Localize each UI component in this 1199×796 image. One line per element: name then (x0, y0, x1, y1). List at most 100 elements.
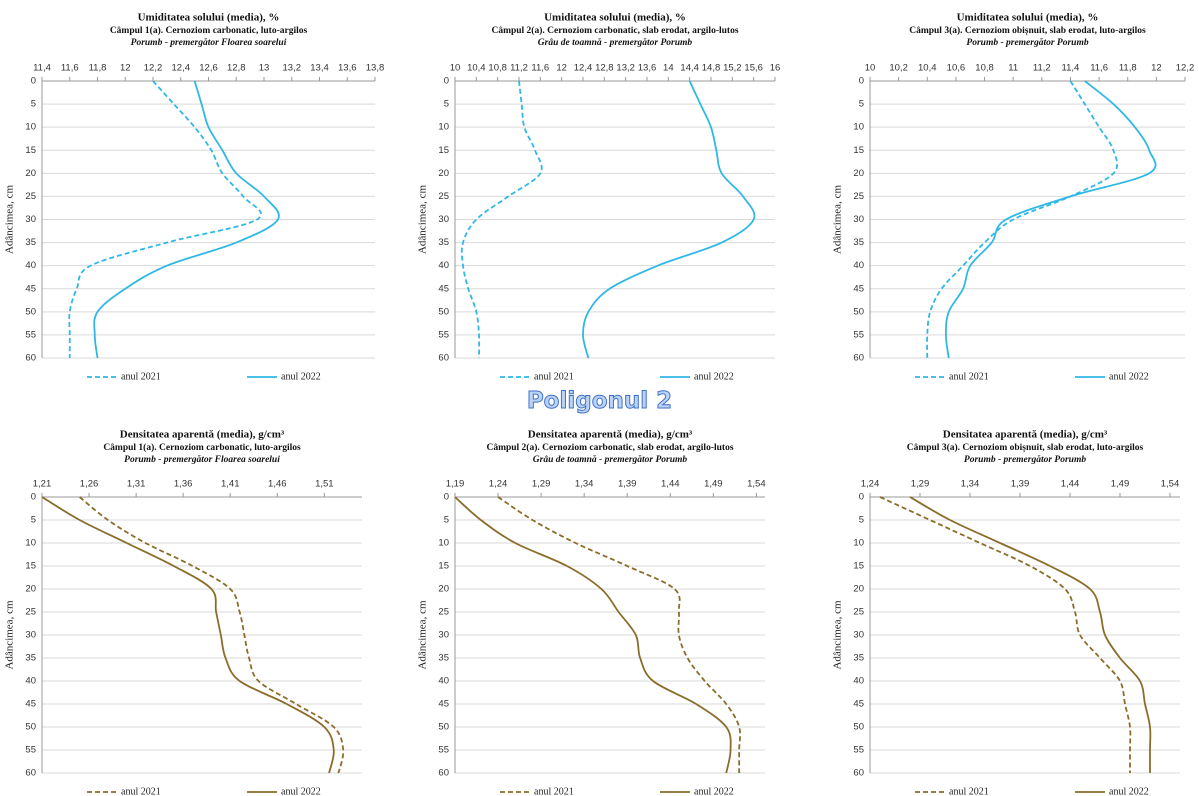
legend-label: anul 2022 (1109, 371, 1149, 382)
crop-note: Porumb - premergător Floarea soarelui (124, 455, 280, 465)
y-axis-label: Adâncimea, cm (4, 600, 16, 669)
chart-title: Umiditatea solului (media), % (138, 12, 280, 24)
series-line (926, 80, 1119, 359)
y-axis-label: Adâncimea, cm (417, 185, 429, 254)
y-tick-label: 40 (438, 676, 449, 687)
y-tick-label: 50 (853, 722, 864, 733)
y-tick-label: 35 (853, 653, 864, 664)
series-line (497, 496, 742, 773)
y-tick-label: 10 (25, 538, 36, 549)
series-line (41, 496, 335, 774)
chart-subtitle: Câmpul 1(a). Cernoziom carbonatic, luto-… (110, 25, 308, 36)
y-tick-label: 0 (444, 76, 449, 87)
series-line (460, 80, 543, 359)
crop-note: Grâu de toamnă - premergător Porumb (538, 38, 693, 48)
chart-title: Densitatea aparentă (media), g/cm³ (528, 429, 693, 441)
y-tick-label: 60 (25, 353, 36, 364)
x-tick-label: 12,2 (1176, 63, 1195, 74)
y-axis-label: Adâncimea, cm (832, 600, 844, 669)
y-axis-label: Adâncimea, cm (417, 600, 429, 669)
y-tick-label: 35 (438, 237, 449, 248)
x-tick-label: 1,44 (1061, 479, 1080, 490)
x-tick-label: 1,21 (33, 479, 52, 490)
x-tick-label: 14 (663, 63, 674, 74)
x-tick-label: 13,4 (310, 63, 329, 74)
x-tick-label: 10,4 (467, 63, 486, 74)
x-tick-label: 1,36 (174, 479, 193, 490)
x-tick-label: 1,39 (1011, 479, 1030, 490)
y-tick-label: 20 (438, 168, 449, 179)
x-tick-label: 12 (1151, 63, 1162, 74)
chart-title: Densitatea aparentă (media), g/cm³ (943, 429, 1108, 441)
series-line (944, 80, 1157, 359)
y-tick-label: 30 (25, 630, 36, 641)
y-tick-label: 35 (853, 237, 864, 248)
y-tick-label: 60 (438, 768, 449, 779)
y-tick-label: 5 (444, 99, 449, 110)
y-tick-label: 55 (438, 329, 449, 340)
y-tick-label: 40 (438, 260, 449, 271)
x-tick-label: 1,31 (127, 479, 146, 490)
y-tick-label: 45 (853, 699, 864, 710)
x-tick-label: 16 (770, 63, 781, 74)
y-tick-label: 50 (25, 306, 36, 317)
y-tick-label: 45 (438, 699, 449, 710)
x-tick-label: 1,54 (747, 479, 766, 490)
x-tick-label: 1,24 (861, 479, 880, 490)
y-tick-label: 50 (853, 306, 864, 317)
y-tick-label: 30 (438, 630, 449, 641)
x-tick-label: 11,2 (510, 63, 528, 74)
x-tick-label: 1,49 (1111, 479, 1130, 490)
x-tick-label: 14,4 (680, 63, 699, 74)
legend-label: anul 2021 (949, 786, 989, 796)
y-tick-label: 5 (859, 515, 864, 526)
x-tick-label: 1,51 (315, 479, 334, 490)
y-tick-label: 15 (853, 561, 864, 572)
x-tick-label: 12,4 (574, 63, 593, 74)
y-tick-label: 30 (853, 630, 864, 641)
y-tick-label: 55 (25, 329, 36, 340)
y-tick-label: 5 (31, 515, 36, 526)
y-tick-label: 0 (444, 492, 449, 503)
y-tick-label: 30 (853, 214, 864, 225)
x-tick-label: 11,6 (1090, 63, 1108, 74)
series-line (79, 496, 345, 774)
y-tick-label: 60 (853, 768, 864, 779)
y-tick-label: 10 (438, 122, 449, 133)
y-tick-label: 50 (438, 306, 449, 317)
chart-subtitle: Câmpul 2(a). Cernoziom carbonatic, slab … (491, 25, 738, 36)
x-tick-label: 10,4 (918, 63, 937, 74)
x-tick-label: 15,6 (744, 63, 763, 74)
crop-note: Porumb - premergător Porumb (966, 38, 1088, 48)
y-tick-label: 15 (438, 561, 449, 572)
series-line (582, 80, 756, 359)
x-tick-label: 10 (450, 63, 461, 74)
y-tick-label: 10 (438, 538, 449, 549)
x-tick-label: 14,8 (702, 63, 721, 74)
x-tick-label: 12,2 (144, 63, 163, 74)
chart-title: Densitatea aparentă (media), g/cm³ (120, 429, 285, 441)
crop-note: Porumb - premergător Floarea soarelui (131, 38, 287, 48)
y-tick-label: 15 (25, 145, 36, 156)
y-tick-label: 5 (444, 515, 449, 526)
y-tick-label: 15 (853, 145, 864, 156)
series-line (879, 496, 1132, 773)
series-line (909, 496, 1152, 773)
x-tick-label: 13 (259, 63, 270, 74)
y-tick-label: 5 (31, 99, 36, 110)
y-tick-label: 30 (438, 214, 449, 225)
x-tick-label: 10,8 (488, 63, 507, 74)
y-tick-label: 60 (25, 768, 36, 779)
y-axis-label: Adâncimea, cm (4, 185, 16, 254)
x-tick-label: 12 (120, 63, 131, 74)
x-tick-label: 11,8 (1119, 63, 1137, 74)
legend-label: anul 2021 (121, 786, 161, 796)
y-tick-label: 45 (25, 283, 36, 294)
x-tick-label: 12,8 (227, 63, 246, 74)
x-tick-label: 11 (1008, 63, 1018, 74)
y-tick-label: 35 (438, 653, 449, 664)
y-tick-label: 25 (438, 607, 449, 618)
x-tick-label: 1,34 (961, 479, 980, 490)
x-tick-label: 1,19 (446, 479, 465, 490)
